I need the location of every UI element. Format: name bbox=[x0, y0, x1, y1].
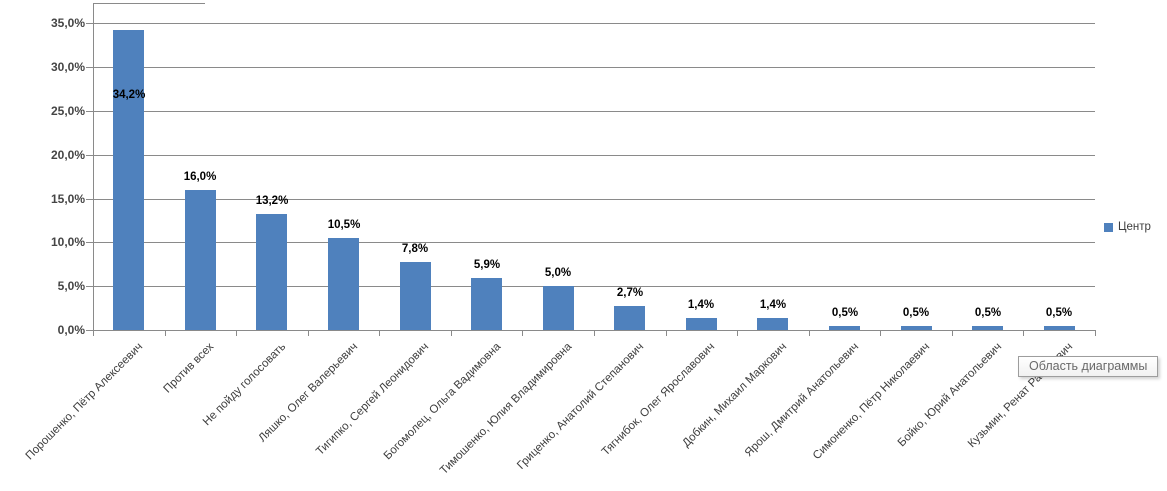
y-axis-label: 10,0% bbox=[50, 235, 85, 249]
y-axis-tick bbox=[86, 242, 93, 243]
x-axis-tick bbox=[379, 330, 380, 336]
y-axis-label: 5,0% bbox=[57, 279, 85, 293]
y-axis-label: 35,0% bbox=[50, 16, 85, 30]
y-axis-label: 0,0% bbox=[57, 323, 85, 337]
x-axis-tick bbox=[666, 330, 667, 336]
value-label: 5,0% bbox=[544, 267, 572, 279]
value-label: 7,8% bbox=[401, 243, 429, 255]
tooltip-text: Область диаграммы bbox=[1029, 359, 1148, 373]
bar[interactable] bbox=[400, 262, 431, 330]
legend-label: Центр bbox=[1118, 221, 1151, 233]
y-axis-label: 15,0% bbox=[50, 192, 85, 206]
bar[interactable] bbox=[543, 286, 574, 330]
gridline bbox=[93, 242, 1095, 243]
y-axis-label: 25,0% bbox=[50, 104, 85, 118]
y-axis-tick bbox=[86, 330, 93, 331]
x-axis-tick bbox=[165, 330, 166, 336]
value-label: 0,5% bbox=[974, 307, 1002, 319]
y-axis-label: 30,0% bbox=[50, 60, 85, 74]
bar[interactable] bbox=[757, 318, 788, 330]
x-axis-label: Порошенко, Пётр Алексеевич bbox=[23, 340, 146, 463]
value-label: 0,5% bbox=[831, 307, 859, 319]
x-axis-tick bbox=[737, 330, 738, 336]
bar[interactable] bbox=[471, 278, 502, 330]
bar[interactable] bbox=[1044, 326, 1075, 330]
bar[interactable] bbox=[328, 238, 359, 330]
y-axis-tick bbox=[86, 67, 93, 68]
y-axis-tick bbox=[86, 199, 93, 200]
y-axis-tick bbox=[86, 286, 93, 287]
y-axis-tick bbox=[86, 155, 93, 156]
y-axis-tick bbox=[86, 111, 93, 112]
value-label: 2,7% bbox=[616, 287, 644, 299]
x-axis-tick bbox=[809, 330, 810, 336]
y-axis-line bbox=[93, 3, 94, 330]
value-label: 10,5% bbox=[327, 219, 361, 231]
x-axis-tick bbox=[308, 330, 309, 336]
value-label: 0,5% bbox=[1045, 307, 1073, 319]
gridline bbox=[93, 155, 1095, 156]
value-label: 1,4% bbox=[687, 299, 715, 311]
x-axis-tick bbox=[451, 330, 452, 336]
value-label: 1,4% bbox=[759, 299, 787, 311]
value-label: 34,2% bbox=[112, 89, 146, 101]
bar[interactable] bbox=[185, 190, 216, 330]
chart-area-tooltip: Область диаграммы bbox=[1018, 356, 1159, 377]
value-label: 13,2% bbox=[255, 195, 289, 207]
value-label: 5,9% bbox=[473, 259, 501, 271]
value-label: 16,0% bbox=[183, 171, 217, 183]
bar[interactable] bbox=[256, 214, 287, 330]
x-axis-tick bbox=[594, 330, 595, 336]
bar[interactable] bbox=[972, 326, 1003, 330]
x-axis-tick bbox=[522, 330, 523, 336]
gridline bbox=[93, 111, 1095, 112]
y-axis-tick bbox=[86, 23, 93, 24]
legend[interactable]: Центр bbox=[1104, 221, 1151, 233]
gridline bbox=[93, 199, 1095, 200]
x-axis-tick bbox=[93, 330, 94, 336]
gridline bbox=[93, 23, 1095, 24]
x-axis-tick bbox=[236, 330, 237, 336]
gridline bbox=[93, 67, 1095, 68]
x-axis-tick bbox=[1023, 330, 1024, 336]
value-label: 0,5% bbox=[902, 307, 930, 319]
bar[interactable] bbox=[901, 326, 932, 330]
gridline bbox=[93, 286, 1095, 287]
x-axis-tick bbox=[952, 330, 953, 336]
bar[interactable] bbox=[686, 318, 717, 330]
legend-series-marker-icon bbox=[1104, 222, 1113, 232]
bar[interactable] bbox=[614, 306, 645, 330]
x-axis-tick bbox=[1095, 330, 1096, 336]
plot-top-border bbox=[93, 3, 205, 4]
x-axis-tick bbox=[880, 330, 881, 336]
bar[interactable] bbox=[829, 326, 860, 330]
y-axis-label: 20,0% bbox=[50, 148, 85, 162]
bar[interactable] bbox=[113, 30, 144, 330]
